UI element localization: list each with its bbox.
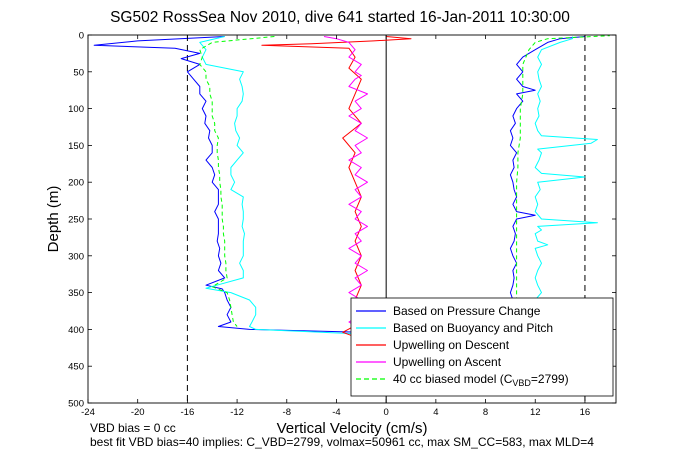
data-series bbox=[93, 35, 610, 338]
x-axis-ticks: -24 -20 -16 -12 -8 -4 0 4 8 12 16 bbox=[81, 35, 590, 418]
series-line-model_descent bbox=[199, 36, 275, 327]
series-line-upwelling_ascent bbox=[323, 36, 368, 338]
y-tick-label: 300 bbox=[68, 251, 84, 262]
footer-line-2: best fit VBD bias=40 implies: C_VBD=2799… bbox=[90, 435, 594, 449]
y-tick-label: 500 bbox=[68, 399, 84, 410]
legend-label: Based on Pressure Change bbox=[393, 304, 541, 318]
x-tick-label: -16 bbox=[181, 407, 195, 418]
x-tick-label: -8 bbox=[283, 407, 291, 418]
x-tick-label: -4 bbox=[332, 407, 340, 418]
series-line-buoyancy_descent bbox=[199, 36, 356, 335]
legend-label: Upwelling on Ascent bbox=[393, 355, 502, 369]
y-tick-label: 250 bbox=[68, 215, 84, 226]
x-tick-label: -20 bbox=[131, 407, 145, 418]
legend-entries: Based on Pressure Change Based on Buoyanc… bbox=[356, 304, 569, 388]
legend: Based on Pressure Change Based on Buoyanc… bbox=[350, 297, 614, 397]
legend-label: Upwelling on Descent bbox=[393, 338, 510, 352]
y-tick-label: 0 bbox=[79, 31, 84, 42]
x-tick-label: 4 bbox=[433, 407, 438, 418]
series-line-pressure_ascent bbox=[509, 36, 585, 330]
x-axis-label: Vertical Velocity (cm/s) bbox=[277, 420, 428, 437]
x-tick-label: 0 bbox=[384, 407, 389, 418]
legend-label: 40 cc biased model (CVBD=2799) bbox=[393, 372, 569, 388]
legend-box bbox=[350, 297, 614, 397]
y-tick-label: 50 bbox=[73, 67, 84, 78]
y-axis-label: Depth (m) bbox=[45, 186, 62, 253]
y-axis-ticks: 0 50 100 150 200 250 300 350 400 450 500 bbox=[68, 31, 616, 410]
x-tick-label: -24 bbox=[81, 407, 95, 418]
chart-title: SG502 RossSea Nov 2010, dive 641 started… bbox=[110, 9, 570, 26]
x-tick-label: -12 bbox=[230, 407, 244, 418]
y-tick-label: 350 bbox=[68, 288, 84, 299]
y-tick-label: 400 bbox=[68, 325, 84, 336]
footer-line-1: VBD bias = 0 cc bbox=[90, 421, 176, 435]
legend-label: Based on Buoyancy and Pitch bbox=[393, 321, 553, 335]
x-tick-label: 12 bbox=[530, 407, 541, 418]
y-tick-label: 200 bbox=[68, 178, 84, 189]
y-tick-label: 100 bbox=[68, 104, 84, 115]
series-line-buoyancy_ascent bbox=[534, 36, 598, 330]
x-tick-label: 8 bbox=[483, 407, 488, 418]
y-tick-label: 450 bbox=[68, 362, 84, 373]
series-line-upwelling_descent bbox=[261, 36, 412, 338]
series-line-model_ascent bbox=[516, 35, 610, 330]
series-line-pressure_descent bbox=[93, 36, 362, 333]
y-tick-label: 150 bbox=[68, 141, 84, 152]
x-tick-label: 16 bbox=[580, 407, 591, 418]
